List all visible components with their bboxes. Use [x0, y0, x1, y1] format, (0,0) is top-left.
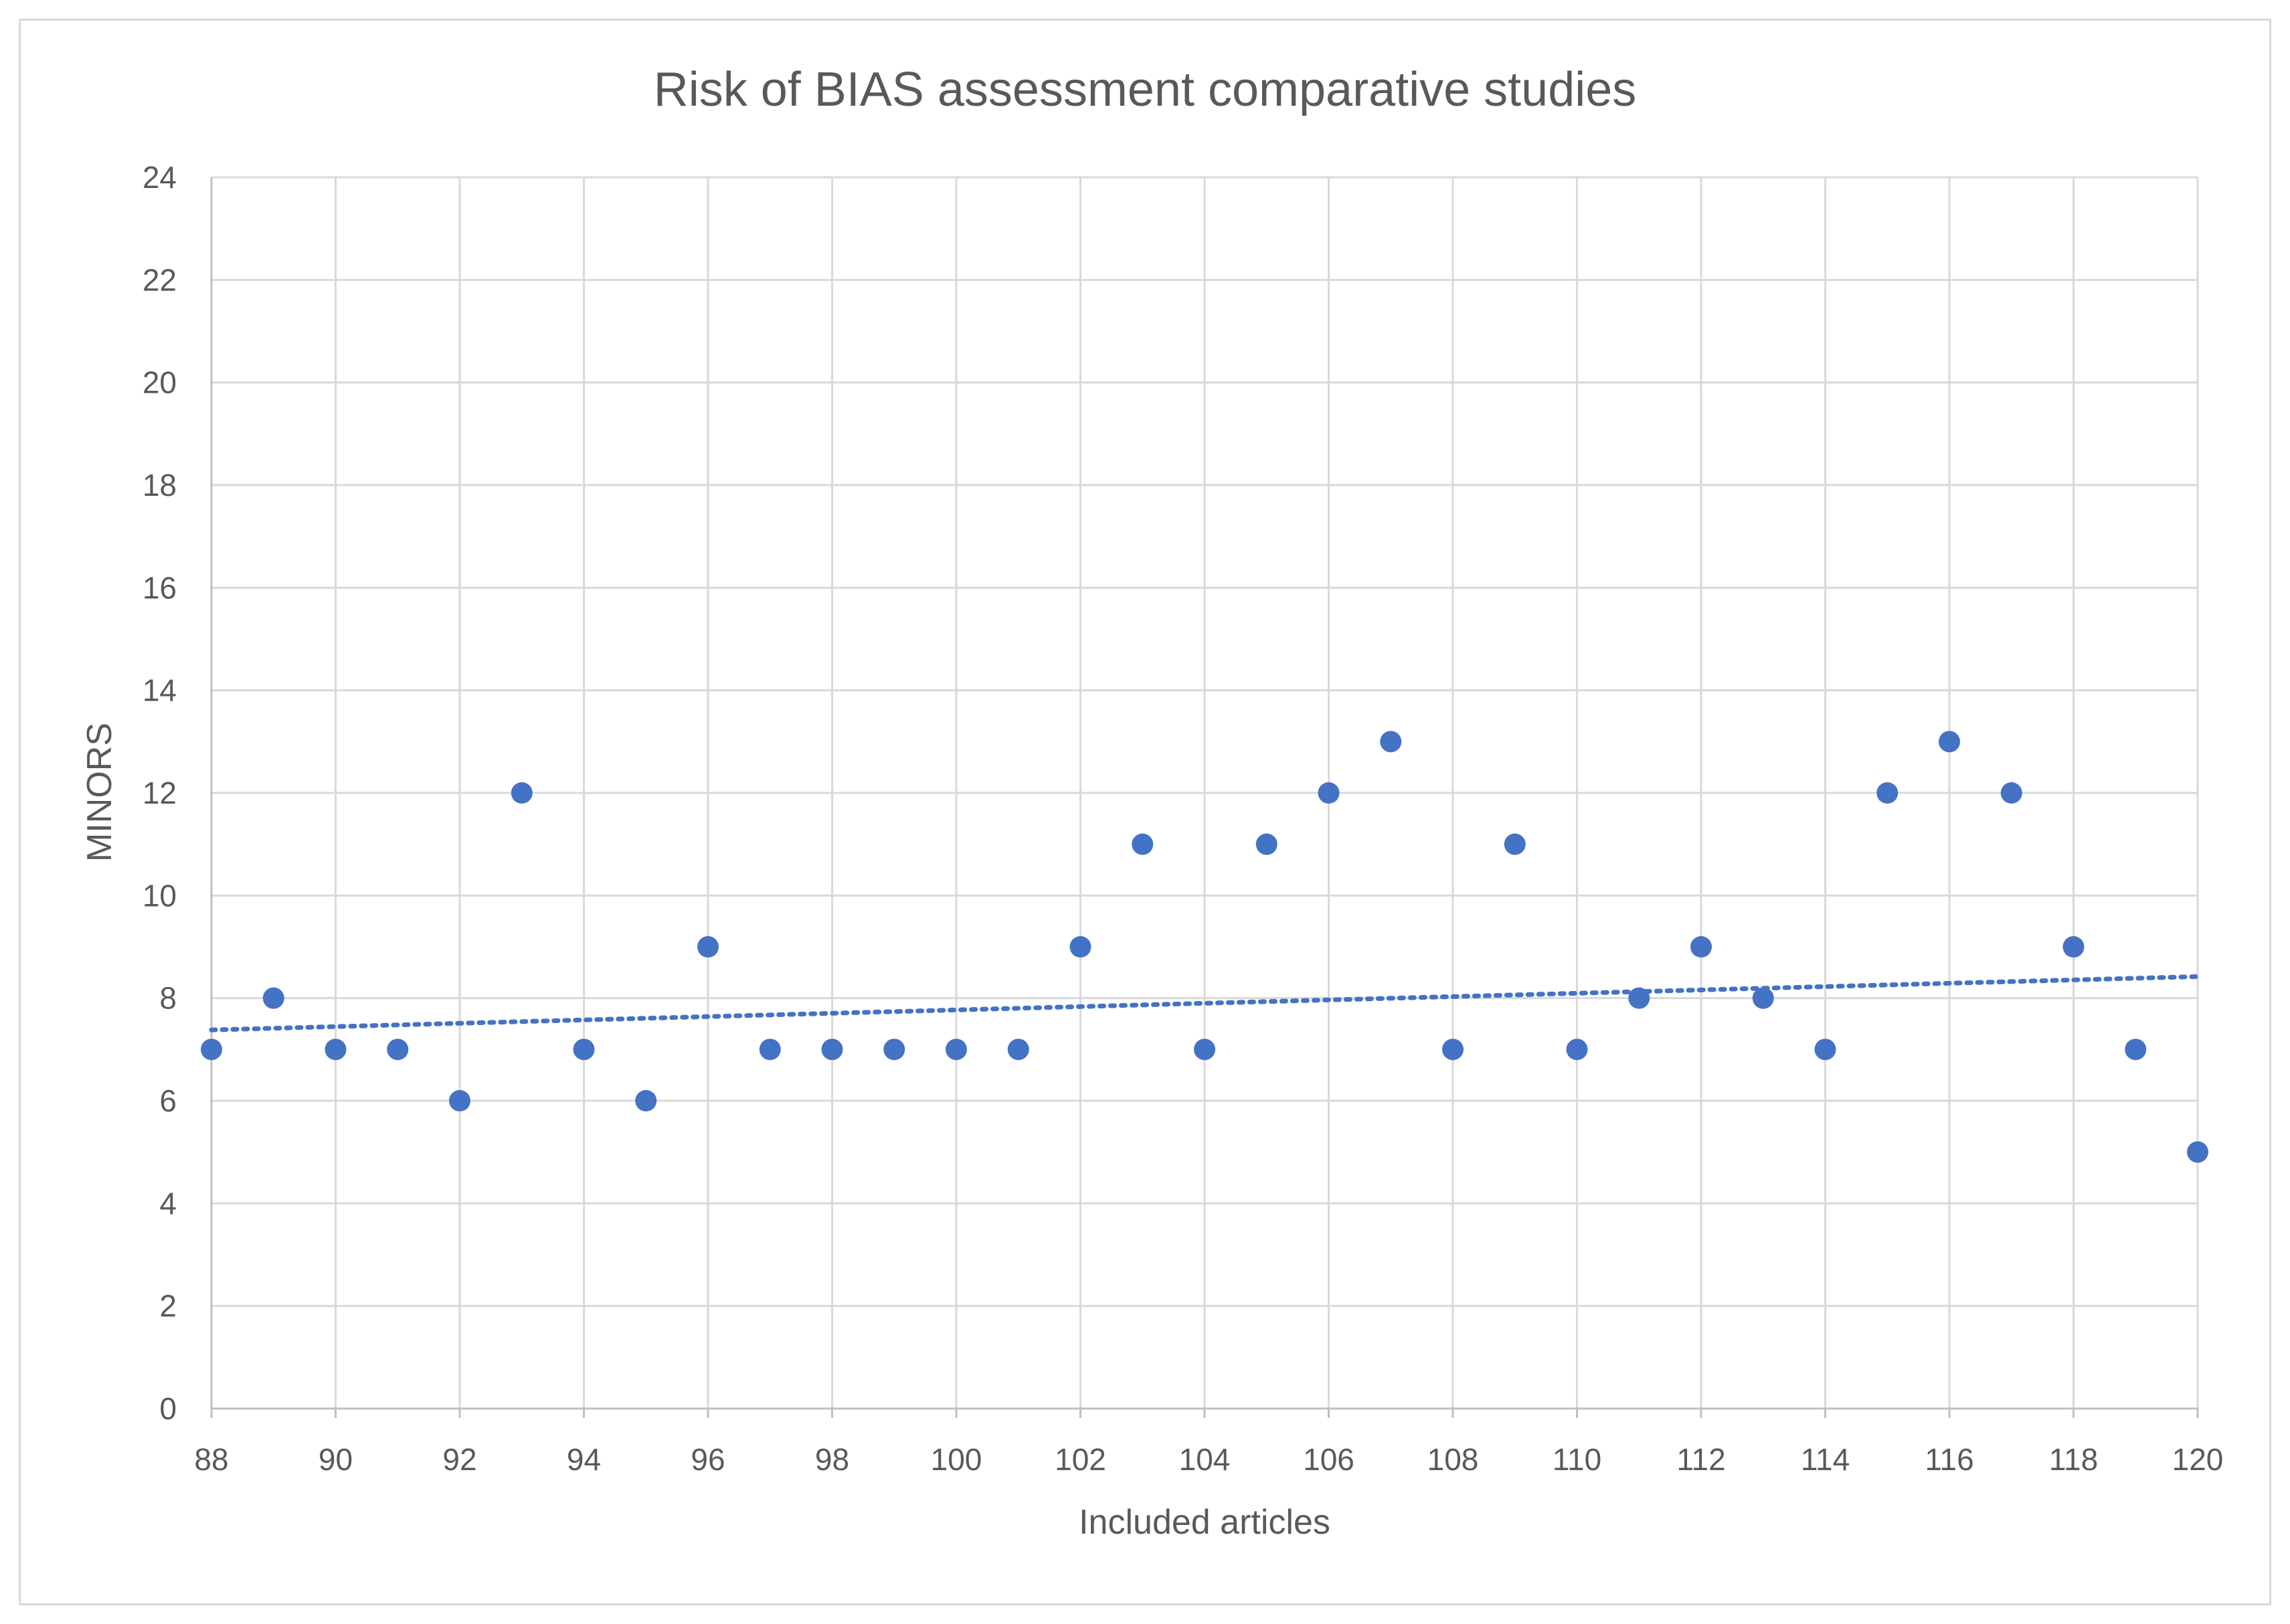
y-tick-label: 14 [143, 673, 177, 708]
data-point[interactable] [1876, 782, 1899, 804]
x-tick-label: 110 [1553, 1442, 1601, 1477]
data-point[interactable] [1069, 936, 1091, 958]
x-tick-label: 106 [1303, 1442, 1354, 1477]
data-point[interactable] [1752, 987, 1774, 1009]
x-tick-labels: 88 90 92 94 96 98 100 102 104 106 108 110 112 114 116 1… [194, 1442, 2223, 1477]
y-tick-label: 20 [143, 365, 177, 400]
data-point[interactable] [1255, 833, 1278, 855]
linear-trendline [209, 974, 2200, 1032]
x-tick-label: 120 [2172, 1442, 2224, 1477]
x-tick-label: 104 [1179, 1442, 1231, 1477]
data-point[interactable] [449, 1090, 470, 1111]
x-tick-label: 88 [194, 1442, 228, 1477]
chart-title: Risk of BIAS assessment comparative stud… [654, 63, 1637, 116]
data-point[interactable] [1504, 833, 1526, 855]
data-point[interactable] [1814, 1039, 1836, 1061]
data-point[interactable] [883, 1039, 905, 1061]
x-tick-label: 94 [567, 1442, 601, 1477]
x-tick-label: 100 [931, 1442, 982, 1477]
data-point[interactable] [2125, 1039, 2147, 1061]
data-point[interactable] [635, 1090, 657, 1111]
y-tick-label: 18 [143, 468, 177, 503]
data-point[interactable] [1442, 1039, 1464, 1061]
data-point[interactable] [2187, 1141, 2208, 1163]
trendline-group [209, 974, 2200, 1032]
data-point[interactable] [759, 1039, 781, 1061]
x-tick-label: 118 [2049, 1442, 2098, 1477]
data-point[interactable] [1318, 782, 1340, 804]
y-tick-label: 2 [159, 1289, 177, 1324]
data-point[interactable] [1194, 1039, 1215, 1061]
data-point[interactable] [2000, 782, 2022, 804]
chart-frame [19, 19, 2271, 1605]
grid-lines [211, 176, 2199, 1409]
data-point[interactable] [201, 1039, 222, 1061]
data-point[interactable] [946, 1039, 967, 1061]
x-tick-label: 96 [691, 1442, 725, 1477]
data-point[interactable] [511, 782, 533, 804]
y-tick-label: 4 [159, 1186, 177, 1221]
data-point[interactable] [1007, 1039, 1029, 1061]
y-tick-label: 6 [159, 1083, 177, 1118]
data-point[interactable] [1132, 833, 1154, 855]
data-point[interactable] [1628, 987, 1650, 1009]
data-point[interactable] [387, 1039, 409, 1061]
y-tick-label: 10 [143, 878, 177, 913]
y-tick-label: 0 [159, 1391, 177, 1426]
axes [210, 177, 2199, 1418]
x-tick-label: 108 [1427, 1442, 1479, 1477]
data-point[interactable] [1939, 731, 1960, 753]
data-point[interactable] [1690, 936, 1712, 958]
data-point[interactable] [821, 1039, 843, 1061]
y-tick-label: 12 [143, 776, 177, 810]
x-axis-label: Included articles [1079, 1503, 1330, 1542]
x-tick-label: 102 [1055, 1442, 1106, 1477]
data-point[interactable] [573, 1039, 595, 1061]
y-tick-label: 16 [143, 570, 177, 605]
x-tick-label: 116 [1925, 1442, 1973, 1477]
data-point[interactable] [325, 1039, 347, 1061]
x-tick-label: 114 [1801, 1442, 1850, 1477]
x-tick-label: 90 [319, 1442, 353, 1477]
x-tick-label: 92 [442, 1442, 476, 1477]
data-point[interactable] [262, 987, 284, 1009]
data-points [201, 731, 2208, 1163]
data-point[interactable] [1566, 1039, 1588, 1061]
data-point[interactable] [2062, 936, 2085, 958]
x-tick-label: 98 [815, 1442, 849, 1477]
data-point[interactable] [697, 936, 719, 958]
y-tick-label: 8 [159, 981, 177, 1016]
data-point[interactable] [1380, 731, 1402, 753]
y-tick-label: 22 [143, 262, 177, 297]
y-tick-label: 24 [143, 160, 177, 195]
y-axis-label: MINORS [80, 723, 119, 862]
x-tick-label: 112 [1676, 1442, 1725, 1477]
